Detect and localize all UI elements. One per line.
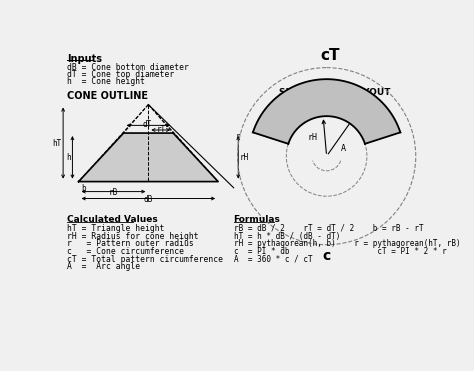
Text: cT: cT	[321, 48, 340, 63]
Text: hT: hT	[52, 139, 62, 148]
Text: rT: rT	[156, 125, 165, 134]
Text: SHEET METAL LAYOUT: SHEET METAL LAYOUT	[279, 88, 390, 96]
Text: c  = PI * db                   cT = PI * 2 * r: c = PI * db cT = PI * 2 * r	[234, 247, 447, 256]
Text: r: r	[354, 116, 359, 125]
Text: r: r	[235, 132, 240, 141]
Polygon shape	[79, 133, 218, 181]
Text: A  = 360 * c / cT: A = 360 * c / cT	[234, 255, 312, 264]
Text: rH = pythagorean(h, b)    r = pythagorean(hT, rB): rH = pythagorean(h, b) r = pythagorean(h…	[234, 239, 460, 248]
Text: dT: dT	[142, 120, 152, 129]
Text: hT = h * dB / (dB - dT): hT = h * dB / (dB - dT)	[234, 232, 340, 241]
Text: rH: rH	[307, 133, 317, 142]
Text: cT = Total pattern circumference: cT = Total pattern circumference	[67, 255, 223, 264]
Text: h: h	[66, 153, 71, 162]
Text: rH: rH	[240, 153, 249, 162]
Text: rH = Radius for cone height: rH = Radius for cone height	[67, 232, 199, 241]
Polygon shape	[253, 79, 401, 144]
Text: rB = dB / 2    rT = dT / 2    b = rB - rT: rB = dB / 2 rT = dT / 2 b = rB - rT	[234, 224, 423, 233]
Text: Formulas: Formulas	[234, 216, 281, 224]
Text: hT = Triangle height: hT = Triangle height	[67, 224, 164, 233]
Text: c   = Cone circumference: c = Cone circumference	[67, 247, 184, 256]
Text: rB: rB	[109, 188, 118, 197]
Text: dT = Cone top diameter: dT = Cone top diameter	[67, 70, 174, 79]
Text: Inputs: Inputs	[67, 54, 102, 64]
Text: A  =  Arc angle: A = Arc angle	[67, 262, 140, 272]
Text: b: b	[81, 184, 86, 193]
Text: dB: dB	[144, 195, 153, 204]
Text: h  = Cone height: h = Cone height	[67, 77, 145, 86]
Text: c: c	[322, 249, 331, 263]
Text: r   = Pattern outer radius: r = Pattern outer radius	[67, 239, 194, 248]
Text: Calculated Values: Calculated Values	[67, 216, 158, 224]
Text: dB = Cone bottom diameter: dB = Cone bottom diameter	[67, 63, 189, 72]
Text: A: A	[341, 144, 346, 153]
Text: CONE OUTLINE: CONE OUTLINE	[67, 91, 148, 101]
